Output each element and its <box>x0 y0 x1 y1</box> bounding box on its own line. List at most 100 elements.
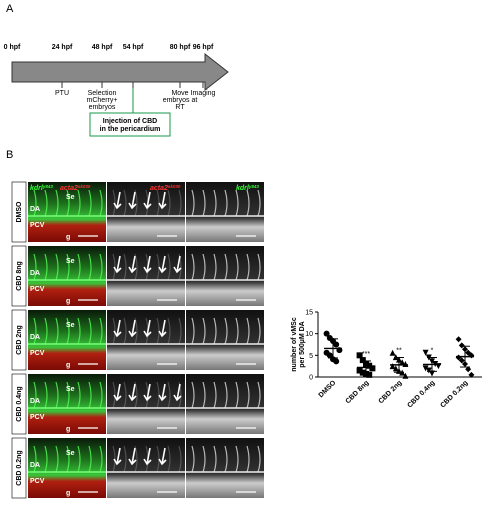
significance: ** <box>396 348 402 355</box>
x-tick-label: CBD 2ng <box>378 379 404 405</box>
anatomy-label: g <box>66 362 70 369</box>
vessel <box>167 189 171 217</box>
vessel <box>224 317 228 345</box>
vessel <box>33 189 37 217</box>
row-label: DMSO <box>16 201 23 223</box>
vessel <box>257 381 261 409</box>
anatomy-label: Se <box>66 450 75 457</box>
vessel <box>224 253 228 281</box>
anatomy-label: Se <box>66 194 75 201</box>
vessel <box>66 189 70 217</box>
vessel <box>167 317 171 345</box>
vessel <box>44 381 48 409</box>
vessel <box>191 189 195 217</box>
timepoint: 48 hpf <box>92 44 113 51</box>
event-label: Imaging <box>191 90 216 97</box>
panel-letter: A <box>6 3 14 15</box>
anatomy-label: PCV <box>30 414 45 421</box>
vessel <box>123 445 127 473</box>
arrow <box>158 383 167 402</box>
row-label-box <box>11 309 27 371</box>
anatomy-label: g <box>66 234 70 241</box>
arrow <box>128 191 137 210</box>
data-point <box>425 354 432 361</box>
vessel <box>99 317 103 345</box>
arrow <box>113 383 122 402</box>
panel-letter: B <box>6 149 13 161</box>
vessel <box>235 445 239 473</box>
data-point <box>399 359 406 366</box>
row-label-box <box>11 245 27 307</box>
vessel <box>167 445 171 473</box>
channel-label: acta2sk030 <box>150 184 181 192</box>
vessel <box>202 445 206 473</box>
vessel <box>202 253 206 281</box>
vessel <box>99 189 103 217</box>
data-point <box>465 366 472 373</box>
vessel <box>178 445 182 473</box>
channel-sup: sk030 <box>168 184 181 189</box>
vessel <box>235 189 239 217</box>
vessel <box>88 317 92 345</box>
y-tick-label: 15 <box>305 310 313 317</box>
vessel <box>202 381 206 409</box>
anatomy-label: DA <box>30 398 40 405</box>
vessel <box>213 253 217 281</box>
vessel <box>55 189 59 217</box>
vessel <box>55 381 59 409</box>
arrow <box>128 447 137 466</box>
data-point <box>399 369 406 376</box>
vessel <box>99 253 103 281</box>
anatomy-label: Se <box>66 322 75 329</box>
arrow <box>143 191 152 210</box>
vessel <box>191 317 195 345</box>
event-label: embryos at <box>163 97 198 104</box>
event-label: RT <box>175 104 185 111</box>
vessel <box>235 317 239 345</box>
vessel <box>213 317 217 345</box>
vessel <box>213 381 217 409</box>
y-tick-label: 10 <box>305 331 313 338</box>
vessel <box>213 445 217 473</box>
data-point <box>363 370 369 377</box>
arrow <box>143 255 152 274</box>
data-point <box>333 341 340 348</box>
vessel <box>213 189 217 217</box>
data-point <box>422 365 429 372</box>
data-point <box>369 365 376 372</box>
vessel <box>66 253 70 281</box>
vessel <box>66 381 70 409</box>
anatomy-label: PCV <box>30 222 45 229</box>
vessel <box>33 445 37 473</box>
row-label-box <box>11 437 27 499</box>
data-point <box>363 361 369 367</box>
vessel <box>55 445 59 473</box>
x-tick-label: CBD 0.4ng <box>406 379 436 409</box>
channel-name: kdrl <box>236 185 250 192</box>
vessel <box>77 445 81 473</box>
x-tick-label: CBD 8ng <box>345 379 371 405</box>
channel-name: acta2 <box>60 185 78 192</box>
data-point <box>366 371 373 378</box>
timepoint: 0 hpf <box>4 44 21 51</box>
arrow <box>113 255 122 274</box>
data-point <box>468 371 475 378</box>
vessel <box>88 253 92 281</box>
vessel <box>55 317 59 345</box>
timeline-arrow <box>11 52 229 92</box>
injection-label: Injection of CBD <box>103 118 157 125</box>
row-label: CBD 2ng <box>16 325 23 355</box>
arrow <box>143 319 152 338</box>
vessel <box>246 381 250 409</box>
row-label: CBD 0.2ng <box>16 450 23 485</box>
vessel <box>257 189 261 217</box>
anatomy-label: DA <box>30 334 40 341</box>
vessel <box>33 381 37 409</box>
channel-name: acta2 <box>150 185 168 192</box>
channel-label: kdrly843 <box>236 184 259 192</box>
anatomy-label: DA <box>30 462 40 469</box>
timepoint: 24 hpf <box>52 44 73 51</box>
data-point <box>396 356 402 363</box>
arrow <box>143 383 152 402</box>
